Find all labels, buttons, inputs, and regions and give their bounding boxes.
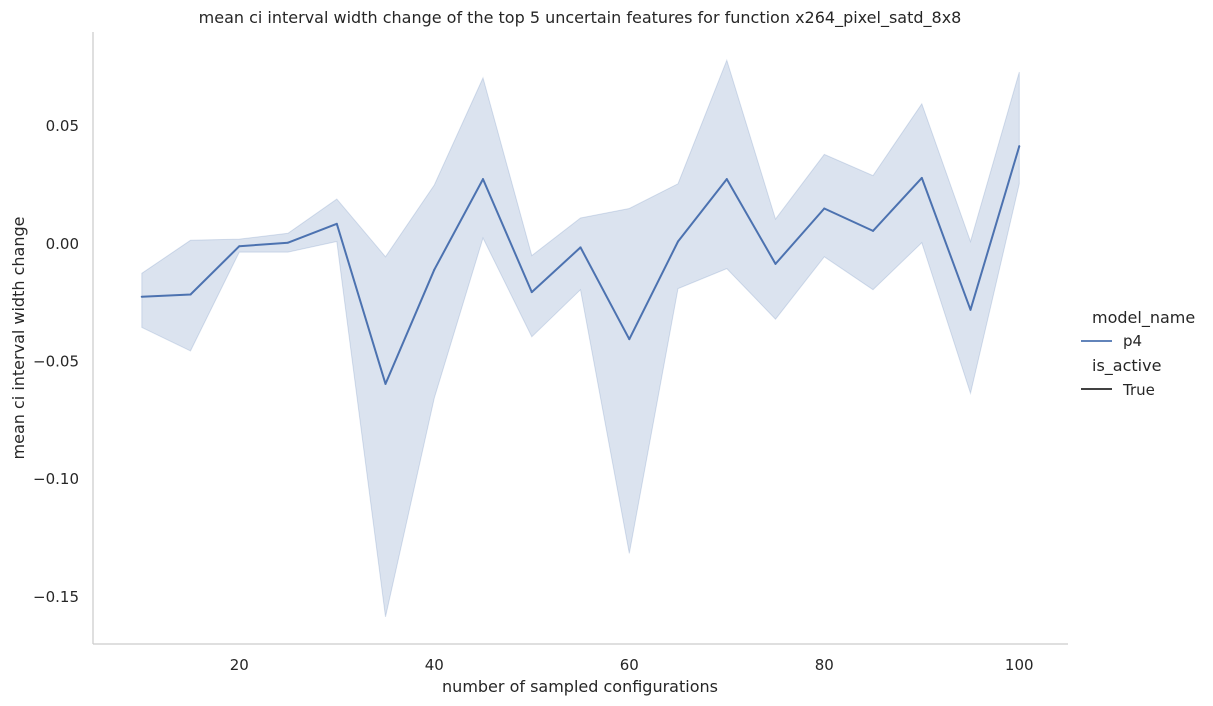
data-point-p4	[530, 291, 533, 294]
x-tick-label: 80	[815, 656, 834, 674]
data-point-p4	[287, 241, 289, 244]
legend: model_name p4 is_active True	[1081, 308, 1195, 399]
data-point-p4	[579, 246, 582, 249]
x-axis-label: number of sampled configurations	[442, 677, 718, 696]
legend-label-p4: p4	[1123, 332, 1142, 350]
legend-title-model-name: model_name	[1092, 308, 1195, 328]
y-tick-label: −0.15	[33, 588, 79, 606]
data-point-p4	[872, 229, 874, 232]
chart-title: mean ci interval width change of the top…	[199, 8, 962, 28]
data-point-p4	[335, 222, 338, 225]
data-point-p4	[1018, 145, 1021, 148]
data-point-p4	[774, 262, 777, 265]
plot-area	[140, 58, 1021, 618]
y-axis-label: mean ci interval width change	[9, 217, 28, 460]
legend-title-is-active: is_active	[1092, 356, 1161, 376]
data-point-p4	[725, 178, 728, 181]
x-tick-label: 100	[1005, 656, 1034, 674]
data-point-p4	[482, 178, 484, 181]
data-point-p4	[189, 293, 192, 296]
y-axis-ticks: 0.05 0.00 −0.05 −0.10 −0.15	[33, 117, 79, 606]
x-tick-label: 40	[425, 656, 444, 674]
data-point-p4	[677, 240, 679, 243]
y-tick-label: −0.05	[33, 353, 79, 371]
y-tick-label: 0.00	[46, 235, 79, 253]
x-tick-label: 20	[230, 656, 249, 674]
data-point-p4	[140, 295, 143, 298]
data-point-p4	[969, 308, 972, 311]
data-point-p4	[433, 268, 436, 271]
data-point-p4	[238, 245, 241, 248]
legend-label-true: True	[1122, 381, 1155, 399]
x-tick-label: 60	[620, 656, 639, 674]
y-tick-label: −0.10	[33, 470, 79, 488]
confidence-band-p4	[141, 58, 1020, 618]
data-point-p4	[823, 207, 826, 210]
y-tick-label: 0.05	[46, 117, 79, 135]
data-point-p4	[628, 338, 631, 341]
data-point-p4	[384, 382, 387, 385]
data-point-p4	[920, 176, 923, 179]
x-axis-ticks: 20 40 60 80 100	[230, 656, 1034, 674]
